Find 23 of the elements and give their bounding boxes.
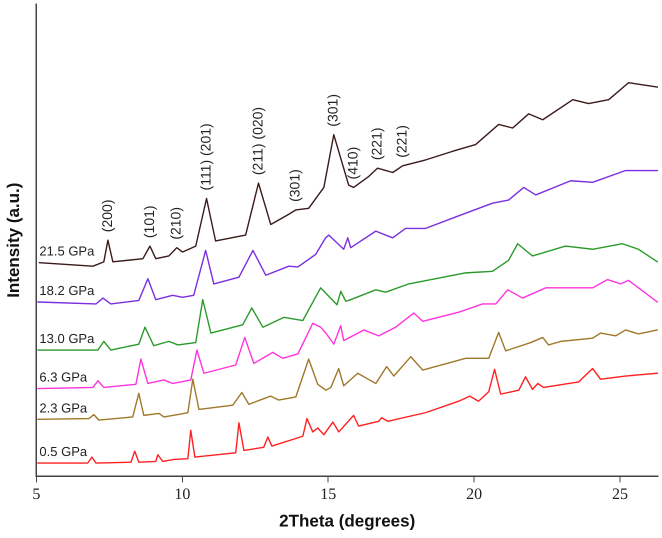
series-label: 2.3 GPa	[39, 400, 88, 416]
annotation: (301)	[324, 94, 341, 127]
annotation: (101)	[140, 205, 157, 238]
annotation: (221)	[368, 127, 384, 160]
x-tick-label: 5	[32, 486, 40, 504]
annotation: (221)	[394, 125, 410, 158]
x-tick-label: 25	[612, 486, 628, 504]
x-tick-label: 15	[320, 486, 336, 504]
series-label: 13.0 GPa	[39, 331, 96, 346]
x-axis-title: 2Theta (degrees)	[279, 511, 416, 530]
x-tick-label: 20	[466, 486, 482, 504]
annotation: (301)	[286, 169, 303, 202]
annotation: (210)	[168, 206, 184, 240]
annotation: (410)	[344, 146, 360, 180]
y-axis-title: Intensity (a.u.)	[4, 182, 23, 298]
series-label: 21.5 GPa	[39, 244, 96, 259]
series-label: 18.2 GPa	[39, 283, 96, 298]
annotation: (111) (201)	[197, 123, 214, 190]
series-label: 0.5 GPa	[39, 444, 88, 460]
series-label: 6.3 GPa	[39, 370, 88, 385]
x-tick-label: 10	[174, 486, 190, 504]
annotation: (200)	[98, 200, 115, 232]
annotation: (211) (020)	[249, 106, 266, 176]
